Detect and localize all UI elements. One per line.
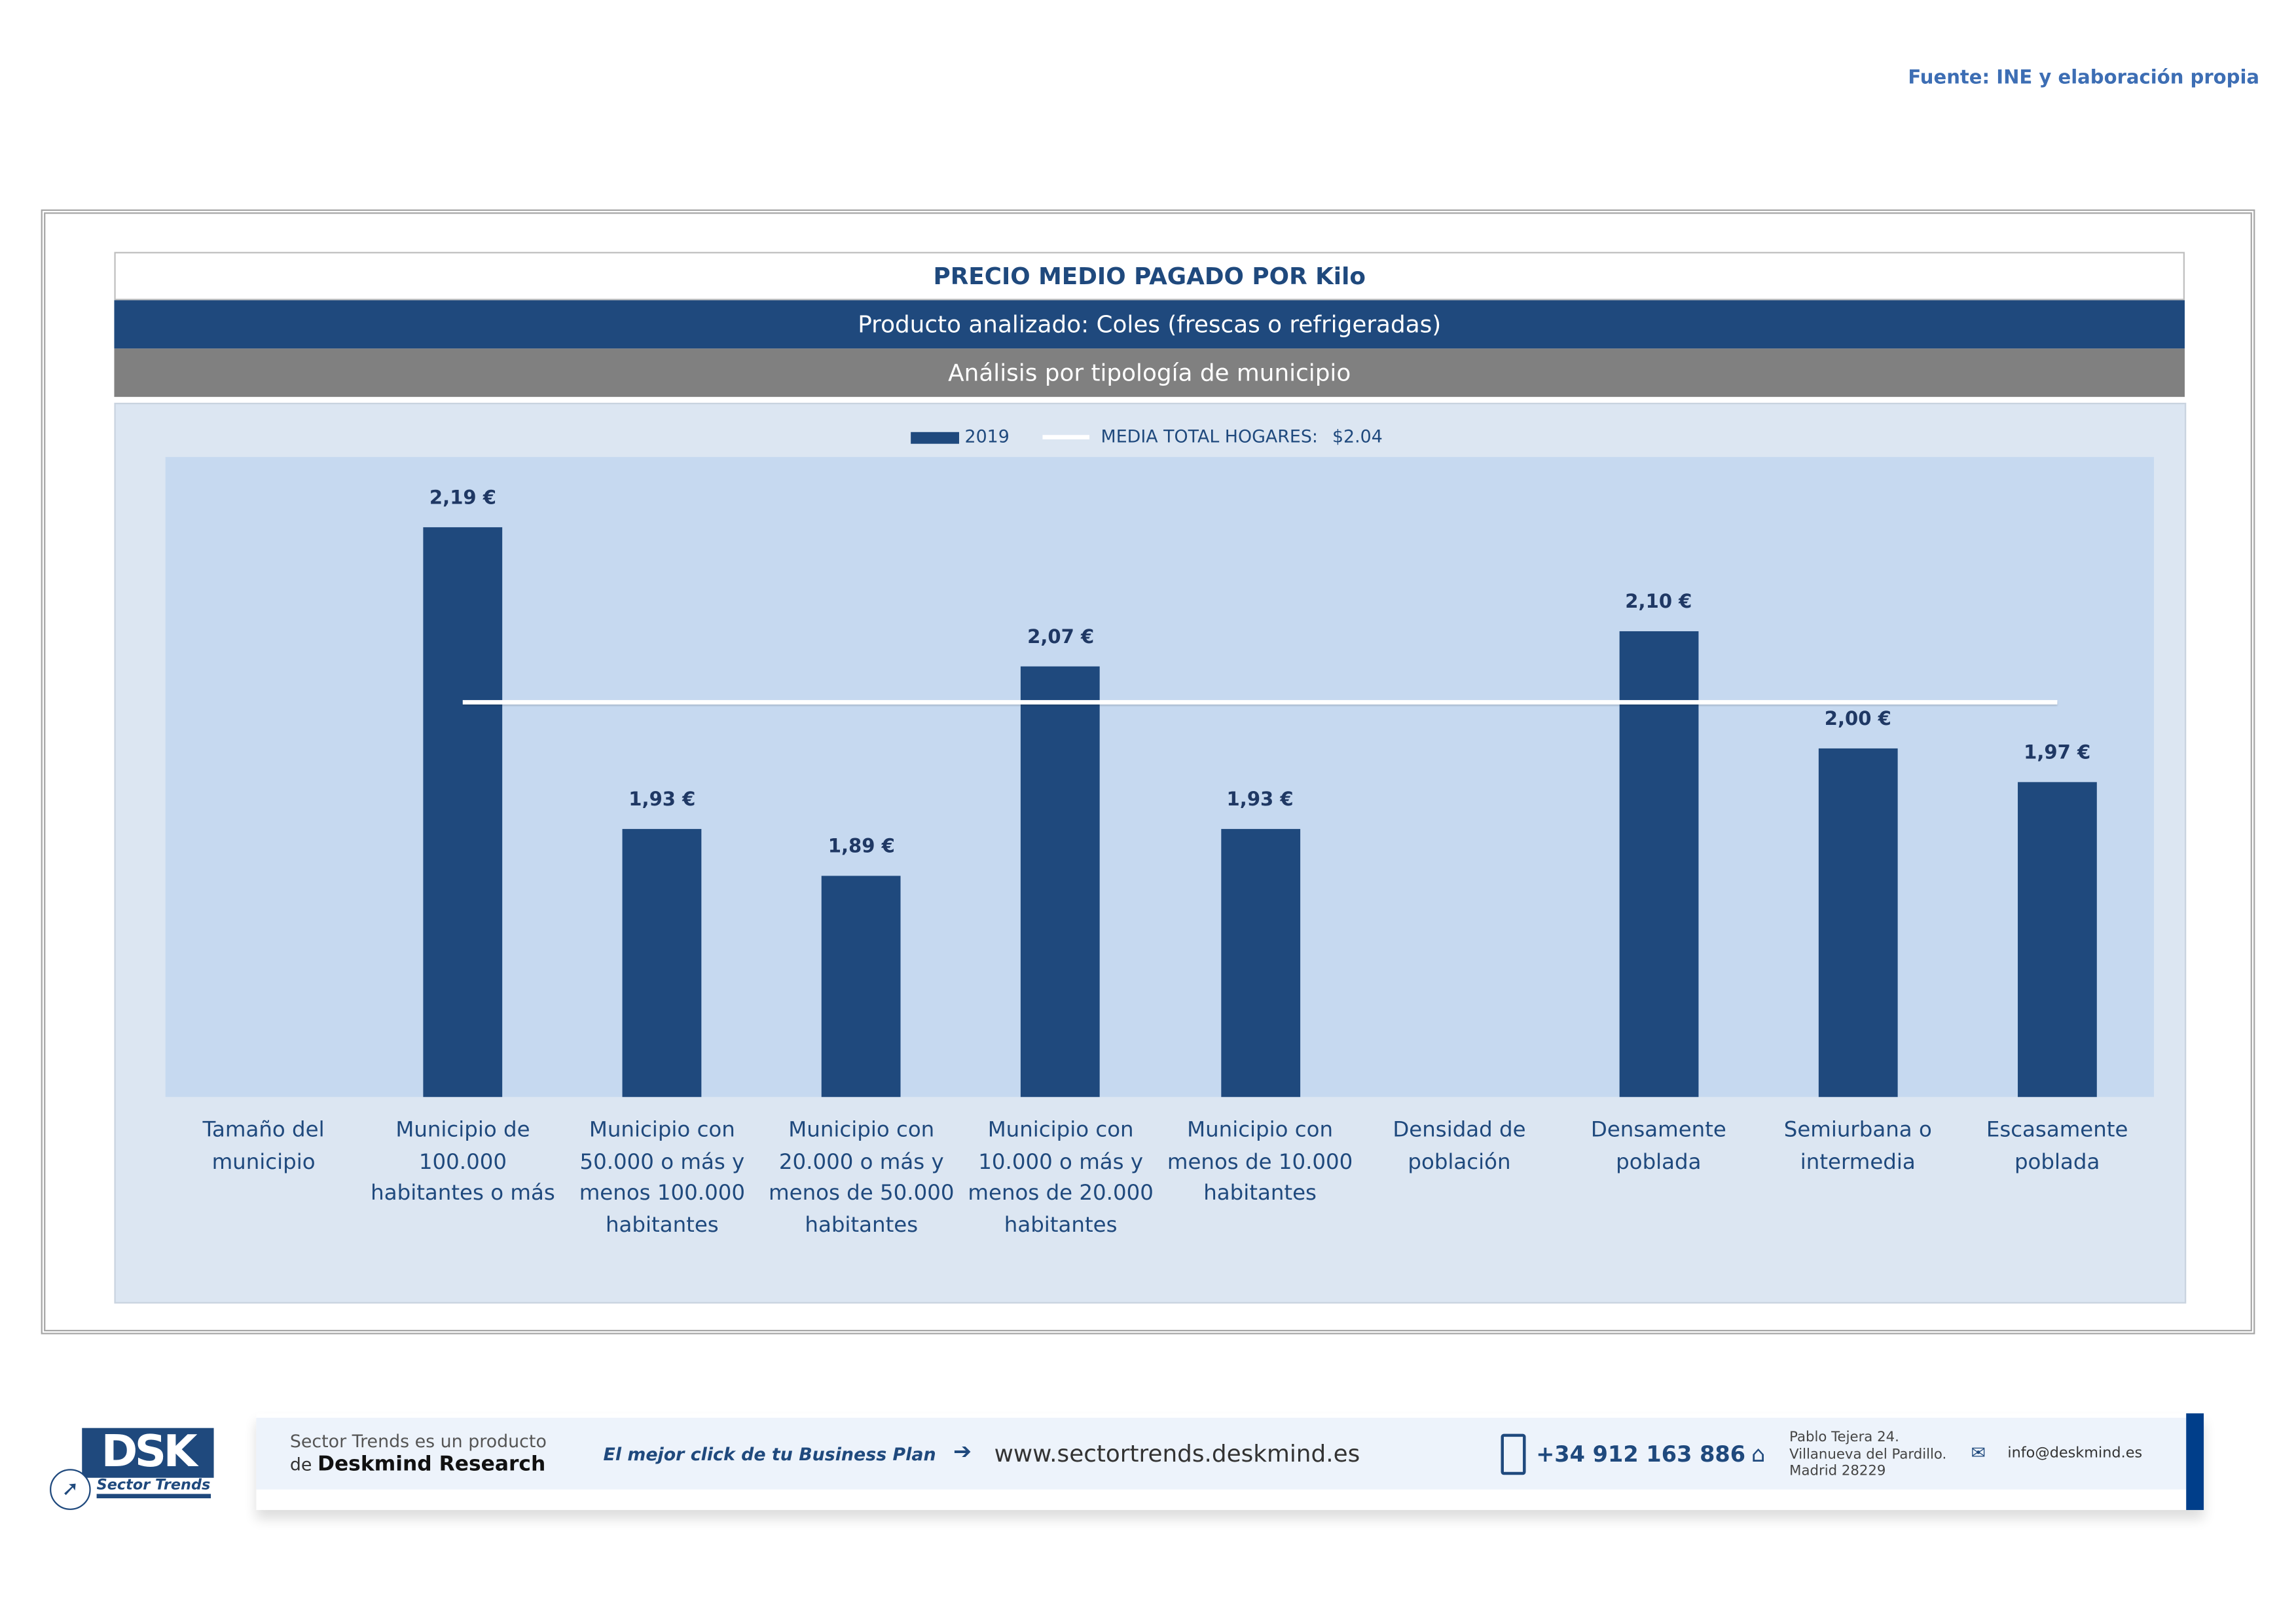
category-label: Densamente poblada [1590, 1118, 1726, 1174]
link-icon: ➔ [953, 1438, 972, 1465]
category-label: Tamaño del municipio [202, 1118, 325, 1174]
legend-reference: MEDIA TOTAL HOGARES: $2.04 [1042, 426, 1383, 447]
mean-line [462, 699, 2058, 705]
footer-brand: Deskmind Research [317, 1452, 546, 1477]
dsk-logo: DSK [82, 1428, 214, 1478]
category-label: Municipio con menos de 10.000 habitantes [1167, 1118, 1353, 1206]
legend-swatch-bar [911, 431, 959, 443]
footer-address: Pablo Tejera 24. Villanueva del Pardillo… [1789, 1430, 1946, 1480]
data-label: 2,10 € [1625, 591, 1692, 614]
footer-product-prefix: de [289, 1454, 312, 1475]
bar [1818, 748, 1898, 1098]
address-line: Pablo Tejera 24. [1789, 1429, 1899, 1446]
bar [1021, 666, 1101, 1098]
category-label: Densidad de población [1393, 1118, 1526, 1174]
data-label: 2,00 € [1824, 708, 1891, 731]
footer-phone: +34 912 163 886 [1536, 1441, 1746, 1468]
footer-band [256, 1418, 2187, 1490]
bar [622, 829, 702, 1098]
home-icon: ⌂ [1751, 1441, 1766, 1468]
category-label: Municipio con 50.000 o más y menos 100.0… [579, 1118, 745, 1237]
data-label: 1,89 € [828, 836, 895, 858]
analysis-band: Análisis por tipología de municipio [114, 348, 2185, 397]
category-label: Semiurbana o intermedia [1783, 1118, 1932, 1174]
footer-website[interactable]: www.sectortrends.deskmind.es [994, 1439, 1360, 1468]
data-label: 1,93 € [1226, 790, 1294, 812]
category-label: Municipio con 20.000 o más y menos de 50… [769, 1118, 955, 1237]
phone-icon [1501, 1433, 1526, 1475]
footer-email[interactable]: info@deskmind.es [2007, 1445, 2143, 1462]
category-label: Municipio de 100.000 habitantes o más [371, 1118, 555, 1206]
legend-swatch-line [1042, 435, 1090, 439]
rocket-icon: ➚ [50, 1469, 91, 1510]
bar [822, 876, 902, 1098]
product-band: Producto analizado: Coles (frescas o ref… [114, 300, 2185, 349]
mail-icon: ✉ [1971, 1443, 1986, 1464]
bar [423, 526, 503, 1098]
data-label: 2,19 € [429, 487, 497, 509]
category-label: Escasamente poblada [1986, 1118, 2128, 1174]
footer-slogan: El mejor click de tu Business Plan [603, 1444, 936, 1465]
source-note: Fuente: INE y elaboración propia [1908, 67, 2260, 90]
chart-frame [41, 209, 2255, 1335]
data-label: 1,93 € [629, 790, 696, 812]
address-line: Madrid 28229 [1789, 1463, 1886, 1479]
footer-product-line1: Sector Trends es un producto [289, 1431, 547, 1452]
bar [2017, 783, 2097, 1098]
address-line: Villanueva del Pardillo. [1789, 1446, 1947, 1463]
legend-label-2019: 2019 [964, 426, 1010, 447]
category-label: Municipio con 10.000 o más y menos de 20… [968, 1118, 1154, 1237]
bar [1618, 631, 1698, 1098]
bar [1220, 829, 1300, 1098]
chart-title: PRECIO MEDIO PAGADO POR Kilo [114, 251, 2185, 301]
legend-label-mean: MEDIA TOTAL HOGARES: [1101, 426, 1318, 447]
data-label: 2,07 € [1027, 627, 1095, 649]
legend-series: 2019 [911, 426, 1010, 447]
footer-product-line2: de Deskmind Research [290, 1453, 545, 1477]
footer-accent [2186, 1413, 2204, 1510]
data-label: 1,97 € [2024, 743, 2091, 766]
logo-subtitle: Sector Trends [96, 1478, 211, 1499]
legend-mean-value: $2.04 [1332, 426, 1383, 447]
